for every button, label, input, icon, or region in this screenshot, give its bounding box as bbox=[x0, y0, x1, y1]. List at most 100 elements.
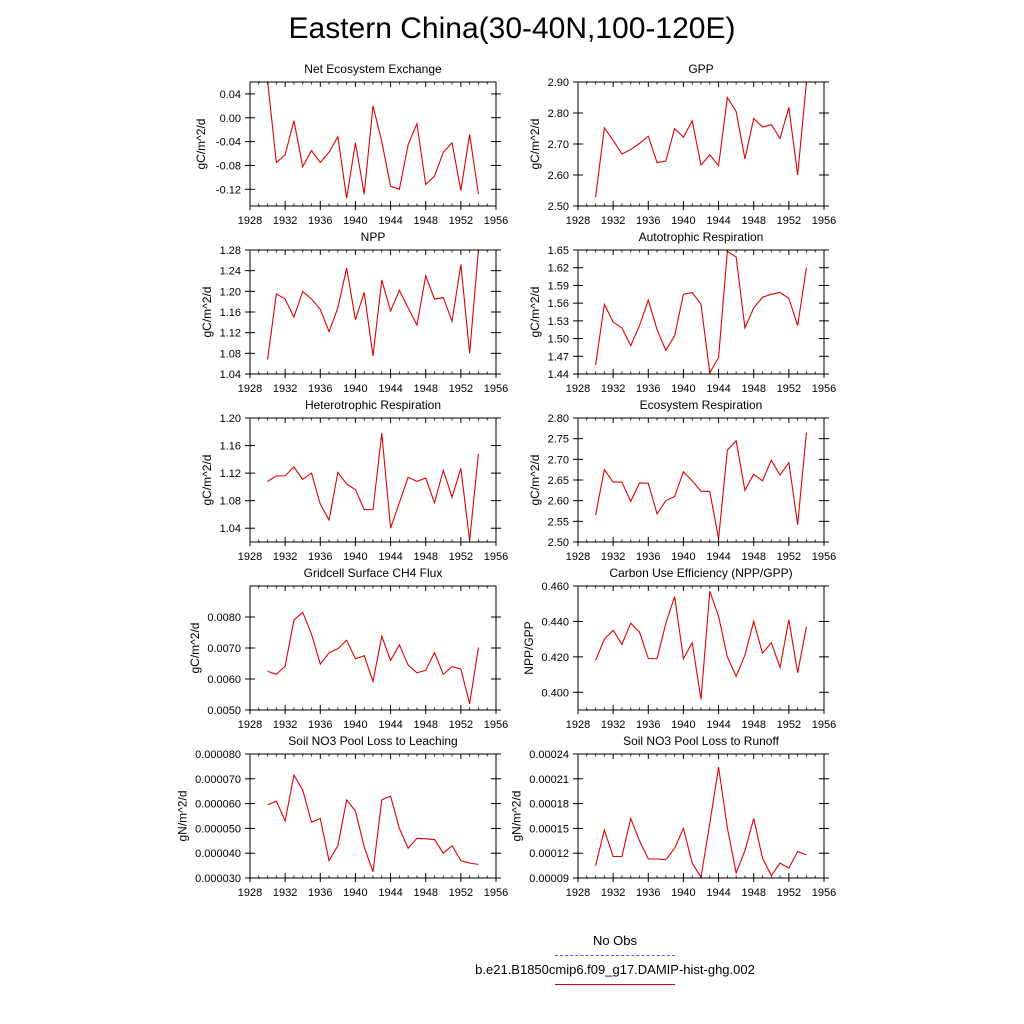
panel-title: Heterotrophic Respiration bbox=[305, 398, 441, 412]
panel-title: Soil NO3 Pool Loss to Runoff bbox=[623, 734, 780, 748]
y-tick-label: 0.00009 bbox=[529, 873, 569, 885]
x-tick-label: 1944 bbox=[378, 719, 402, 731]
x-tick-label: 1940 bbox=[343, 383, 367, 395]
plot-frame bbox=[577, 417, 825, 543]
y-tick-label: 1.50 bbox=[548, 334, 569, 346]
x-tick-label: 1940 bbox=[671, 887, 695, 899]
chart-panel-2: 1928 1932 1936 1940 1944 1948 1952 1956 2.50 2.60… bbox=[528, 62, 836, 227]
y-tick-label: 1.59 bbox=[548, 280, 569, 292]
x-tick-label: 1936 bbox=[636, 215, 660, 227]
plot-frame bbox=[577, 753, 825, 879]
x-tick-label: 1936 bbox=[636, 719, 660, 731]
y-axis-label: gC/m^2/d bbox=[528, 455, 542, 506]
x-tick-label: 1928 bbox=[238, 215, 262, 227]
x-tick-label: 1940 bbox=[343, 887, 367, 899]
chart-panel-10: 1928 1932 1936 1940 1944 1948 1952 1956 0.00009 0… bbox=[510, 734, 837, 899]
y-tick-label: 1.56 bbox=[548, 298, 569, 310]
y-tick-label: 0.000040 bbox=[195, 848, 241, 860]
x-tick-label: 1948 bbox=[741, 383, 765, 395]
series-line-1 bbox=[267, 433, 479, 541]
plot-frame bbox=[577, 249, 825, 375]
chart-panel-7: 1928 1932 1936 1940 1944 1948 1952 1956 0.0050 0.… bbox=[188, 566, 508, 731]
y-tick-label: 0.00024 bbox=[529, 749, 569, 761]
x-tick-label: 1948 bbox=[413, 887, 437, 899]
x-tick-label: 1944 bbox=[706, 887, 730, 899]
y-tick-label: 0.000070 bbox=[195, 774, 241, 786]
x-tick-label: 1940 bbox=[343, 215, 367, 227]
chart-panel-3: 1928 1932 1936 1940 1944 1948 1952 1956 1.04 1.08… bbox=[200, 230, 508, 395]
x-tick-label: 1944 bbox=[378, 215, 402, 227]
y-tick-label: 1.62 bbox=[548, 263, 569, 275]
x-tick-label: 1952 bbox=[449, 383, 473, 395]
y-tick-label: 1.12 bbox=[220, 468, 241, 480]
y-tick-label: 0.000030 bbox=[195, 873, 241, 885]
y-tick-label: 1.65 bbox=[548, 245, 569, 257]
x-tick-label: 1952 bbox=[449, 215, 473, 227]
panel-title: Carbon Use Efficiency (NPP/GPP) bbox=[609, 566, 792, 580]
x-tick-label: 1948 bbox=[741, 215, 765, 227]
plot-frame bbox=[249, 585, 497, 711]
x-tick-label: 1940 bbox=[671, 551, 695, 563]
plot-frame bbox=[249, 417, 497, 543]
y-tick-label: 2.60 bbox=[548, 170, 569, 182]
y-tick-label: 2.70 bbox=[548, 454, 569, 466]
y-tick-label: 2.75 bbox=[548, 434, 569, 446]
y-tick-label: 0.000050 bbox=[195, 823, 241, 835]
y-tick-label: 0.04 bbox=[220, 89, 241, 101]
series-line-1 bbox=[595, 432, 807, 539]
x-tick-label: 1952 bbox=[777, 551, 801, 563]
x-tick-label: 1932 bbox=[273, 383, 297, 395]
x-tick-label: 1928 bbox=[566, 383, 590, 395]
x-tick-label: 1952 bbox=[777, 215, 801, 227]
y-tick-label: 0.000080 bbox=[195, 749, 241, 761]
y-axis-label: NPP/GPP bbox=[522, 621, 536, 674]
series-line-1 bbox=[267, 773, 479, 872]
series-line-1 bbox=[595, 82, 807, 198]
y-tick-label: 0.00015 bbox=[529, 823, 569, 835]
panel-title: Gridcell Surface CH4 Flux bbox=[304, 566, 443, 580]
y-tick-label: 0.0070 bbox=[207, 643, 241, 655]
x-tick-label: 1940 bbox=[343, 551, 367, 563]
y-tick-label: 0.0080 bbox=[207, 612, 241, 624]
x-tick-label: 1948 bbox=[413, 719, 437, 731]
y-tick-label: 1.08 bbox=[220, 348, 241, 360]
x-tick-label: 1944 bbox=[706, 719, 730, 731]
x-tick-label: 1956 bbox=[812, 719, 836, 731]
y-tick-label: -0.08 bbox=[216, 160, 241, 172]
x-tick-label: 1928 bbox=[566, 551, 590, 563]
y-tick-label: 0.440 bbox=[541, 616, 569, 628]
x-tick-label: 1928 bbox=[566, 719, 590, 731]
x-tick-label: 1948 bbox=[741, 719, 765, 731]
x-tick-label: 1956 bbox=[484, 215, 508, 227]
y-tick-label: -0.04 bbox=[216, 137, 241, 149]
x-tick-label: 1940 bbox=[671, 719, 695, 731]
x-tick-label: 1928 bbox=[566, 887, 590, 899]
plot-frame bbox=[249, 81, 497, 207]
y-tick-label: 0.460 bbox=[541, 581, 569, 593]
chart-panel-5: 1928 1932 1936 1940 1944 1948 1952 1956 1.04 1.08… bbox=[200, 398, 508, 563]
chart-panel-6: 1928 1932 1936 1940 1944 1948 1952 1956 2.50 2.55… bbox=[528, 398, 836, 563]
x-tick-label: 1936 bbox=[308, 215, 332, 227]
x-tick-label: 1948 bbox=[741, 887, 765, 899]
y-tick-label: 1.04 bbox=[220, 523, 241, 535]
x-tick-label: 1936 bbox=[636, 551, 660, 563]
x-tick-label: 1936 bbox=[636, 383, 660, 395]
x-tick-label: 1948 bbox=[413, 551, 437, 563]
chart-panel-9: 1928 1932 1936 1940 1944 1948 1952 1956 0.000030… bbox=[175, 734, 508, 899]
y-tick-label: 1.16 bbox=[220, 441, 241, 453]
y-tick-label: 2.80 bbox=[548, 108, 569, 120]
x-tick-label: 1928 bbox=[238, 719, 262, 731]
panel-title: GPP bbox=[688, 62, 713, 76]
x-tick-label: 1928 bbox=[238, 383, 262, 395]
x-tick-label: 1932 bbox=[601, 383, 625, 395]
x-tick-label: 1944 bbox=[378, 383, 402, 395]
x-tick-label: 1940 bbox=[343, 719, 367, 731]
x-tick-label: 1932 bbox=[601, 887, 625, 899]
x-tick-label: 1952 bbox=[777, 383, 801, 395]
x-tick-label: 1936 bbox=[636, 887, 660, 899]
y-tick-label: 0.00021 bbox=[529, 774, 569, 786]
chart-panel-8: 1928 1932 1936 1940 1944 1948 1952 1956 0.400 0.4… bbox=[522, 566, 836, 731]
x-tick-label: 1944 bbox=[706, 383, 730, 395]
x-tick-label: 1928 bbox=[566, 215, 590, 227]
plot-frame bbox=[249, 753, 497, 879]
